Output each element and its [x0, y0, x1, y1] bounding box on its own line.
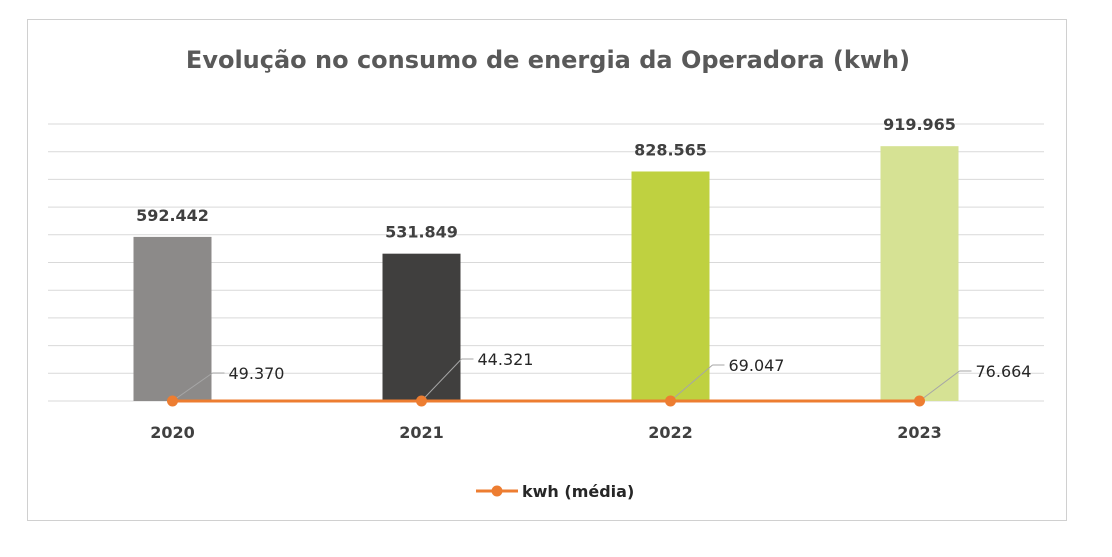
- bar-2023: [880, 146, 959, 401]
- bars: [133, 146, 959, 401]
- bar-value-label: 919.965: [883, 115, 956, 134]
- line-value-label: 76.664: [976, 362, 1032, 381]
- bar-value-label: 828.565: [634, 140, 707, 159]
- leader-line: [172, 372, 213, 402]
- chart-title: Evolução no consumo de energia da Operad…: [186, 46, 910, 74]
- bar-2020: [133, 236, 212, 401]
- bar-value-label: 592.442: [136, 206, 209, 225]
- line-value-label: 49.370: [229, 364, 285, 383]
- x-axis-ticks: 2020 2021 2022 2023: [150, 423, 942, 442]
- line-value-label: 44.321: [478, 350, 534, 369]
- legend-label: kwh (média): [522, 482, 634, 501]
- leader-line: [670, 364, 713, 402]
- line-layer: 49.370 44.321 69.047 76.664: [167, 350, 1031, 407]
- line-point: [416, 395, 427, 407]
- leader-line: [919, 370, 960, 402]
- line-point: [665, 395, 676, 407]
- x-tick-label: 2023: [897, 423, 942, 442]
- bar-2021: [382, 253, 461, 401]
- bar-labels: 592.442 531.849 828.565 919.965: [136, 115, 956, 242]
- bar-2022: [631, 171, 710, 401]
- line-value-label: 69.047: [729, 356, 785, 375]
- x-tick-label: 2021: [399, 423, 444, 442]
- leader-line: [421, 358, 462, 402]
- legend-marker: [491, 485, 503, 497]
- bar-value-label: 531.849: [385, 223, 458, 242]
- legend: kwh (média): [476, 482, 634, 501]
- x-tick-label: 2020: [150, 423, 195, 442]
- line-point: [914, 395, 925, 407]
- line-point: [167, 395, 178, 407]
- x-tick-label: 2022: [648, 423, 693, 442]
